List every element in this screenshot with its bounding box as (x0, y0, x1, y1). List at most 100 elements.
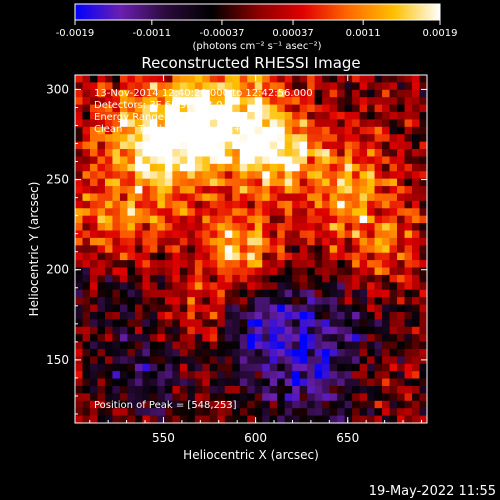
heatmap-cell (157, 311, 166, 320)
heatmap-cell (269, 341, 278, 350)
heatmap-cell (374, 193, 383, 202)
heatmap-cell (142, 385, 151, 394)
heatmap-cell (134, 104, 143, 113)
heatmap-cell (277, 134, 286, 143)
heatmap-cell (322, 245, 331, 254)
heatmap-cell (224, 341, 233, 350)
heatmap-cell (374, 363, 383, 372)
heatmap-cell (374, 97, 383, 106)
heatmap-cell (389, 97, 398, 106)
heatmap-cell (322, 297, 331, 305)
heatmap-cell (374, 141, 383, 150)
heatmap-cell (179, 119, 188, 128)
heatmap-cell (239, 415, 248, 423)
heatmap-cell (232, 104, 241, 113)
heatmap-cell (329, 319, 338, 328)
heatmap-cell (247, 149, 256, 157)
heatmap-cell (254, 178, 263, 187)
heatmap-cell (209, 156, 218, 165)
heatmap-cell (194, 223, 203, 231)
heatmap-cell (337, 378, 346, 387)
heatmap-cell (262, 252, 271, 261)
heatmap-cell (172, 193, 181, 202)
heatmap-cell (82, 371, 91, 379)
heatmap-cell (412, 149, 420, 157)
heatmap-cell (374, 252, 383, 261)
heatmap-cell (337, 245, 346, 254)
heatmap-cell (367, 126, 375, 135)
heatmap-cell (367, 208, 375, 217)
heatmap-cell (419, 223, 427, 231)
heatmap-cell (157, 200, 166, 209)
heatmap-cell (164, 363, 173, 372)
heatmap-cell (382, 378, 390, 387)
heatmap-cell (314, 326, 323, 335)
heatmap-cell (344, 267, 353, 276)
colorbar-tick-label: -0.0011 (133, 28, 172, 39)
heatmap-cell (404, 267, 413, 276)
heatmap-cell (352, 356, 360, 365)
heatmap-cell (359, 289, 368, 298)
heatmap-cell (352, 245, 360, 254)
heatmap-cell (344, 260, 353, 268)
heatmap-cell (367, 186, 375, 194)
heatmap-cell (112, 319, 121, 328)
heatmap-cell (179, 385, 188, 394)
heatmap-cell (307, 75, 316, 83)
heatmap-cell (322, 223, 331, 231)
heatmap-cell (389, 223, 398, 231)
heatmap-cell (239, 304, 248, 313)
heatmap-cell (172, 163, 181, 172)
heatmap-cell (97, 274, 106, 283)
heatmap-cell (224, 104, 233, 113)
heatmap-cell (127, 415, 136, 423)
heatmap-cell (164, 311, 173, 320)
heatmap-cell (112, 363, 121, 372)
heatmap-cell (397, 149, 405, 157)
heatmap-cell (322, 326, 331, 335)
heatmap-cell (104, 297, 113, 305)
heatmap-cell (329, 260, 338, 268)
heatmap-cell (142, 149, 151, 157)
heatmap-cell (142, 378, 151, 387)
heatmap-cell (97, 289, 106, 298)
heatmap-cell (337, 408, 346, 416)
heatmap-cell (389, 200, 398, 209)
heatmap-cell (337, 356, 346, 365)
heatmap-cell (164, 326, 173, 335)
heatmap-cell (112, 378, 121, 387)
heatmap-cell (367, 267, 375, 276)
heatmap-cell (397, 141, 405, 150)
heatmap-cell (382, 230, 390, 239)
heatmap-cell (89, 134, 98, 143)
heatmap-cell (374, 311, 383, 320)
heatmap-cell (119, 400, 128, 409)
heatmap-cell (314, 304, 323, 313)
heatmap-cell (419, 252, 427, 261)
heatmap-cell (404, 282, 413, 291)
heatmap-cell (337, 193, 346, 202)
heatmap-cell (404, 112, 413, 120)
heatmap-cell (299, 267, 308, 276)
heatmap-cell (194, 334, 203, 342)
heatmap-cell (397, 385, 405, 394)
heatmap-cell (314, 178, 323, 187)
heatmap-cell (202, 282, 211, 291)
heatmap-cell (344, 326, 353, 335)
heatmap-cell (179, 208, 188, 217)
heatmap-cell (157, 193, 166, 202)
heatmap-cell (329, 400, 338, 409)
heatmap-cell (127, 252, 136, 261)
heatmap-cell (277, 252, 286, 261)
heatmap-cell (209, 371, 218, 379)
heatmap-cell (82, 326, 91, 335)
heatmap-cell (232, 215, 241, 224)
heatmap-cell (367, 104, 375, 113)
heatmap-cell (367, 215, 375, 224)
heatmap-cell (209, 393, 218, 402)
heatmap-cell (277, 245, 286, 254)
heatmap-cell (164, 282, 173, 291)
y-axis-label: Heliocentric Y (arcsec) (27, 182, 41, 317)
heatmap-cell (329, 415, 338, 423)
heatmap-cell (284, 119, 293, 128)
